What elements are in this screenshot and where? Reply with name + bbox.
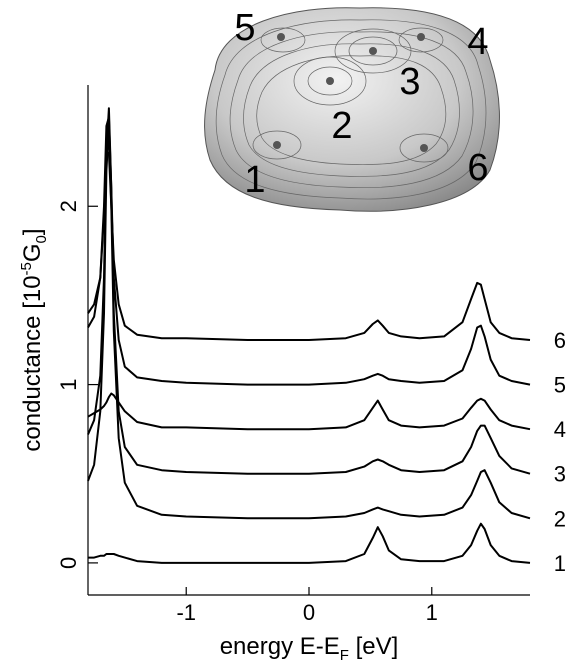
y-axis-label: conductance [10-5G0] bbox=[18, 228, 50, 451]
series-line bbox=[88, 522, 531, 564]
x-axis-label-main: energy E-E bbox=[220, 633, 340, 660]
x-axis-label-sub: F bbox=[340, 647, 349, 664]
y-axis-label-sup: -5 bbox=[18, 262, 35, 275]
series-line bbox=[87, 116, 531, 386]
x-axis-label-unit: [eV] bbox=[349, 633, 398, 660]
inset-label: 3 bbox=[399, 61, 420, 103]
series-label: 2 bbox=[554, 506, 566, 531]
y-tick-label: 1 bbox=[56, 378, 81, 390]
x-tick-label: 0 bbox=[303, 600, 315, 625]
y-axis-label-unit: G bbox=[19, 243, 46, 262]
y-axis-label-end: ] bbox=[19, 228, 46, 235]
y-axis-label-main: conductance [10 bbox=[19, 275, 46, 451]
x-tick-label: -1 bbox=[176, 600, 196, 625]
x-axis-label: energy E-EF [eV] bbox=[220, 633, 399, 664]
inset-label: 6 bbox=[467, 147, 488, 189]
series-line bbox=[87, 392, 531, 431]
series-label: 4 bbox=[554, 417, 566, 442]
atom-sites bbox=[273, 33, 428, 152]
x-tick-label: 1 bbox=[426, 600, 438, 625]
inset-molecule: 5 4 3 2 1 6 bbox=[204, 7, 500, 212]
y-axis-label-sub: 0 bbox=[33, 235, 50, 243]
inset-label: 5 bbox=[234, 7, 255, 49]
series-line bbox=[87, 151, 531, 341]
series-label: 6 bbox=[554, 328, 566, 353]
inset-label: 1 bbox=[244, 159, 265, 201]
inset-label: 4 bbox=[467, 21, 488, 63]
series-label: 5 bbox=[554, 373, 566, 398]
series-label: 3 bbox=[554, 462, 566, 487]
y-tick-label: 2 bbox=[56, 200, 81, 212]
series-label: 1 bbox=[554, 551, 566, 576]
contour-lines bbox=[215, 19, 487, 200]
inset-label: 2 bbox=[331, 105, 352, 147]
y-tick-label: 0 bbox=[56, 557, 81, 569]
